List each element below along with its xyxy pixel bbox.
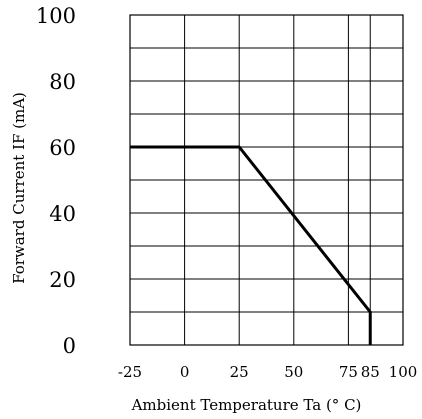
plot-frame [129, 14, 404, 346]
x-tick-label: 0 [180, 363, 190, 381]
y-tick-label: 60 [49, 136, 76, 160]
y-tick-label: 40 [49, 202, 76, 226]
y-tick-label: 100 [36, 4, 76, 28]
y-axis-label: Forward Current IF (mA) [10, 92, 28, 284]
y-tick-label: 0 [63, 334, 76, 358]
y-tick-label: 80 [49, 70, 76, 94]
x-axis-label: Ambient Temperature Ta (° C) [131, 396, 362, 414]
x-tick-label: 25 [230, 363, 249, 381]
x-tick-label: 75 [339, 363, 358, 381]
series-line [130, 145, 372, 345]
x-tick-labels: -25 0 25 50 75 85 100 [118, 363, 417, 381]
y-tick-labels: 0 20 40 60 80 100 [36, 4, 76, 358]
series-layer [130, 145, 372, 345]
x-tick-label: -25 [118, 363, 142, 381]
x-tick-label: 85 [361, 363, 380, 381]
x-tick-label: 50 [284, 363, 303, 381]
y-tick-label: 20 [49, 268, 76, 292]
x-tick-label: 100 [389, 363, 418, 381]
